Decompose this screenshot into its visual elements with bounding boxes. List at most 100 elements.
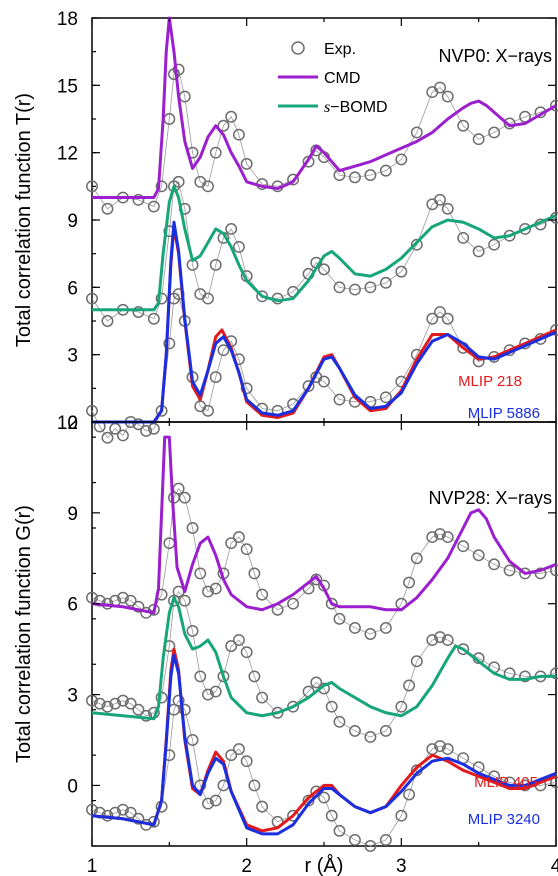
data-point [202, 292, 214, 305]
data-point [172, 63, 185, 76]
data-point [426, 312, 439, 325]
data-point [132, 600, 145, 613]
legend-label-sbomd-rest: −BOMD [330, 99, 387, 116]
y-tick-label: 9 [67, 504, 78, 525]
panel-top: 0 3 6 9 12 15 18 NVP0: X−rays Total correlatio… [13, 9, 558, 444]
data-point [172, 175, 185, 188]
series-layer-bottom [86, 435, 558, 852]
x-tick-label: 3 [396, 856, 407, 876]
x-tick-label: 2 [241, 856, 252, 876]
data-point [379, 164, 392, 177]
data-point [140, 709, 153, 722]
data-point [147, 603, 160, 616]
data-point [488, 558, 501, 571]
data-point [403, 788, 416, 801]
data-point [225, 110, 238, 123]
data-point [163, 337, 176, 350]
legend: Exp. CMD s−BOMD [278, 41, 388, 116]
x-tick-label: 4 [551, 856, 558, 876]
series-layer-top [86, 16, 558, 444]
series-label-mlip-218: MLIP 218 [458, 373, 522, 390]
series-line-s-bomd-3 [92, 184, 557, 312]
data-point [550, 324, 558, 336]
ticks-top: 0 3 6 9 12 15 18 [57, 9, 557, 434]
data-point [178, 594, 191, 607]
data-point [209, 258, 222, 271]
data-point [457, 643, 470, 656]
series-line-cmd-1 [92, 16, 557, 200]
data-point [519, 223, 532, 235]
data-point [410, 238, 423, 251]
data-point [147, 200, 160, 213]
data-point [186, 734, 199, 746]
data-point [364, 281, 377, 294]
data-point [364, 840, 377, 852]
data-point [86, 591, 98, 604]
data-point [488, 126, 501, 139]
data-point [155, 292, 168, 305]
data-point [132, 812, 145, 825]
data-point [132, 193, 145, 206]
data-point [379, 276, 392, 289]
data-point [434, 528, 446, 541]
legend-label-cmd: CMD [324, 70, 360, 87]
data-point [287, 700, 300, 713]
legend-label-sbomd: s−BOMD [324, 99, 388, 116]
y-tick-label: 0 [67, 776, 78, 797]
data-point [364, 628, 377, 640]
legend-label-exp: Exp. [324, 41, 356, 58]
data-point [202, 797, 214, 810]
data-point [441, 202, 454, 215]
data-point [256, 588, 269, 601]
data-point [434, 306, 446, 318]
data-point [217, 344, 230, 357]
data-point [86, 694, 98, 707]
series-line-s-bomd-3 [91, 596, 556, 721]
y-tick-label: 12 [57, 413, 78, 434]
data-point [410, 126, 423, 139]
y-tick-label: 15 [57, 76, 78, 97]
data-point [379, 833, 392, 846]
exp-trace [91, 68, 557, 210]
data-point [232, 634, 245, 647]
y-tick-label: 6 [67, 595, 78, 616]
data-point [124, 806, 137, 819]
data-point [441, 634, 454, 647]
data-point [534, 567, 547, 580]
data-point [550, 667, 558, 680]
data-point [248, 670, 261, 683]
data-point [248, 567, 261, 580]
series-label-mlip-5886: MLIP 5886 [468, 405, 540, 422]
data-point [202, 404, 214, 417]
data-point [472, 549, 485, 562]
data-point [232, 531, 245, 544]
data-point [101, 700, 114, 713]
data-point [124, 594, 137, 607]
panel-annotation-bottom: NVP28: X−rays [428, 488, 552, 508]
y-tick-label: 9 [67, 211, 78, 232]
data-point [318, 375, 330, 388]
data-point [86, 180, 98, 193]
data-point [403, 576, 416, 589]
data-point [202, 585, 214, 598]
data-point [178, 491, 191, 504]
data-point [101, 431, 114, 444]
data-point [178, 703, 191, 716]
data-point [441, 312, 454, 325]
data-point [333, 824, 346, 837]
series-line-cmd-1 [91, 435, 557, 615]
panel-annotation-top: NVP0: X−rays [438, 46, 552, 66]
data-point [333, 393, 346, 406]
data-point [434, 631, 446, 643]
data-point [86, 803, 98, 816]
data-point [101, 202, 114, 215]
data-point [140, 425, 153, 437]
data-point [209, 146, 222, 159]
data-point [225, 223, 238, 235]
data-point [232, 240, 245, 253]
data-point [93, 697, 106, 710]
series-label-mlip-405: MLIP 405 [474, 774, 538, 791]
data-point [550, 99, 558, 112]
